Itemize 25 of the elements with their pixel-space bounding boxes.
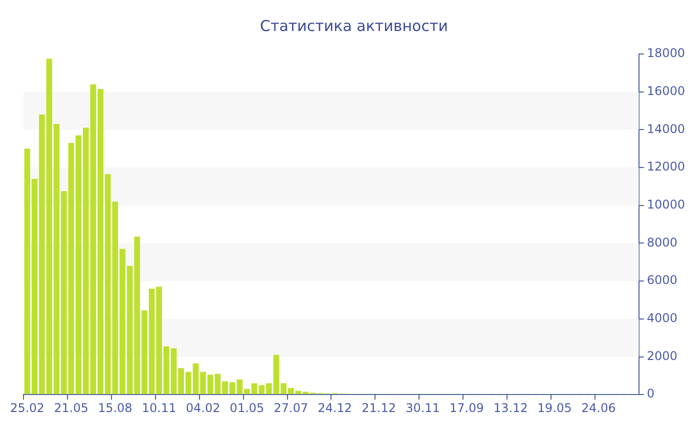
- y-tick-label: 0: [646, 386, 654, 401]
- y-tick-label: 18000: [646, 46, 686, 60]
- x-tick-label: 25.02: [10, 400, 44, 415]
- x-tick-label: 15.08: [98, 400, 132, 415]
- x-tick-label: 30.11: [406, 400, 440, 415]
- x-tick-label: 24.12: [318, 400, 352, 415]
- y-tick-label: 8000: [646, 235, 678, 250]
- y-tick-label: 16000: [646, 84, 686, 98]
- y-tick-label: 12000: [646, 160, 686, 174]
- x-tick-label: 21.05: [54, 400, 88, 415]
- x-tick-label: 27.07: [274, 400, 308, 415]
- x-tick-label: 24.06: [581, 400, 616, 415]
- x-tick-label: 10.11: [142, 400, 176, 415]
- x-tick-label: 21.12: [362, 400, 396, 415]
- chart-title: Статистика активности: [260, 16, 448, 35]
- x-tick-label: 17.09: [450, 400, 484, 415]
- y-tick-label: 4000: [646, 311, 678, 326]
- x-tick-label: 13.12: [493, 400, 528, 415]
- x-tick-label: 04.02: [186, 400, 220, 415]
- y-tick-label: 6000: [646, 273, 678, 288]
- y-tick-label: 10000: [646, 198, 686, 212]
- y-tick-label: 14000: [646, 122, 686, 136]
- x-tick-label: 19.05: [537, 400, 572, 415]
- y-tick-label: 2000: [646, 348, 678, 363]
- x-tick-label: 01.05: [230, 400, 264, 415]
